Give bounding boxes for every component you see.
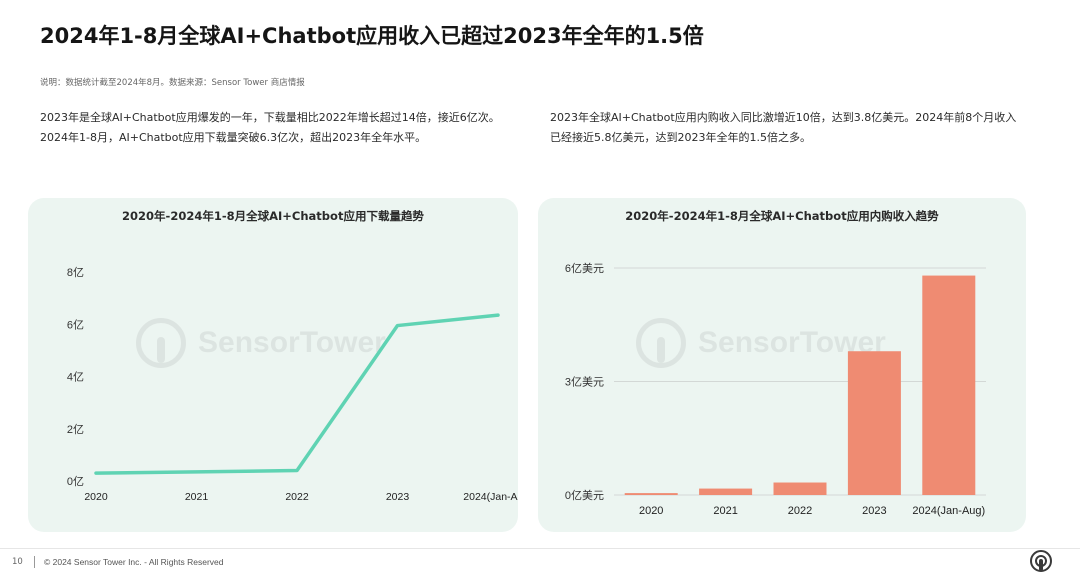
sensor-tower-logo-icon xyxy=(1030,550,1052,572)
y-tick-label: 6亿美元 xyxy=(565,262,604,275)
x-tick-label: 2022 xyxy=(285,491,309,503)
y-tick-label: 6亿 xyxy=(67,318,84,331)
revenue-bar xyxy=(773,482,827,495)
x-tick-label: 2022 xyxy=(788,505,812,517)
y-tick-label: 8亿 xyxy=(67,266,84,279)
revenue-bar xyxy=(624,493,678,495)
footer-separator xyxy=(34,556,35,568)
download-chart-panel: 2020年-2024年1-8月全球AI+Chatbot应用下载量趋势 Senso… xyxy=(28,198,518,532)
revenue-bar xyxy=(847,351,901,495)
y-tick-label: 3亿美元 xyxy=(565,376,604,389)
download-series-line xyxy=(94,313,500,475)
y-tick-label: 0亿美元 xyxy=(565,489,604,502)
y-tick-label: 2亿 xyxy=(67,423,84,436)
y-tick-label: 4亿 xyxy=(67,371,84,384)
x-tick-label: 2024(Jan-Aug) xyxy=(912,505,985,517)
download-summary-text: 2023年是全球AI+Chatbot应用爆发的一年，下载量相比2022年增长超过… xyxy=(40,111,500,144)
source-note: 说明：数据统计截至2024年8月。数据来源：Sensor Tower 商店情报 xyxy=(40,78,305,88)
revenue-bar xyxy=(922,275,976,495)
x-tick-label: 2020 xyxy=(639,505,663,517)
revenue-chart-panel: 2020年-2024年1-8月全球AI+Chatbot应用内购收入趋势 Sens… xyxy=(538,198,1026,532)
copyright-text: © 2024 Sensor Tower Inc. - All Rights Re… xyxy=(44,557,224,567)
x-tick-label: 2024(Jan-Aug) xyxy=(463,491,518,503)
x-tick-label: 2021 xyxy=(185,491,209,503)
page-number: 10 xyxy=(12,557,23,567)
x-tick-label: 2021 xyxy=(713,505,737,517)
y-tick-label: 0亿 xyxy=(67,475,84,488)
x-tick-label: 2023 xyxy=(386,491,410,503)
footer-divider xyxy=(0,548,1080,549)
revenue-bar xyxy=(699,488,753,495)
x-tick-label: 2023 xyxy=(862,505,886,517)
download-line-chart: 0亿 2亿 4亿 6亿 8亿 2020 2021 2022 2023 2024(Jan-Aug) xyxy=(67,266,518,503)
revenue-summary-text: 2023年全球AI+Chatbot应用内购收入同比激增近10倍，达到3.8亿美元… xyxy=(550,111,1017,144)
download-chart-title: 2020年-2024年1-8月全球AI+Chatbot应用下载量趋势 xyxy=(122,209,424,223)
page-title: 2024年1-8月全球AI+Chatbot应用收入已超过2023年全年的1.5倍 xyxy=(40,24,704,48)
revenue-chart-title: 2020年-2024年1-8月全球AI+Chatbot应用内购收入趋势 xyxy=(625,209,939,223)
revenue-bar-chart: 0亿美元 3亿美元 6亿美元 2020 2021 2022 2023 2024(Jan-Aug… xyxy=(565,262,986,517)
x-tick-label: 2020 xyxy=(84,491,108,503)
